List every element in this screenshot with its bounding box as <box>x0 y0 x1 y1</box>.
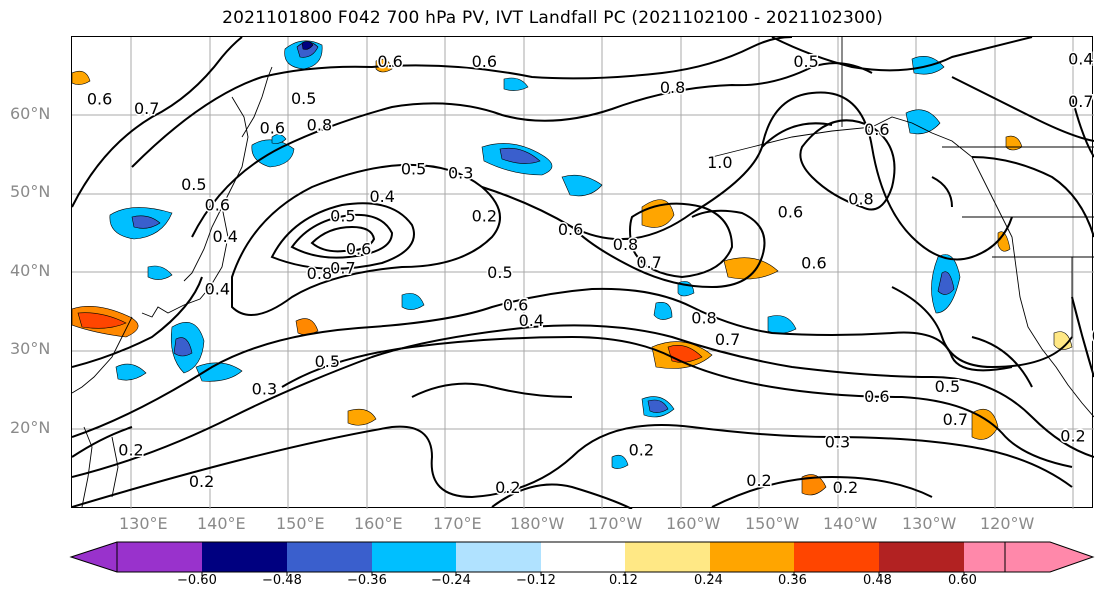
colorbar-swatch <box>794 542 879 572</box>
contour-label: 0.5 <box>315 352 340 371</box>
longitude-label-160w: 160°W <box>666 514 721 533</box>
colorbar-swatches <box>69 541 1095 573</box>
longitude-label-170e: 170°E <box>433 514 482 533</box>
ivt-pc-shading <box>72 40 1073 496</box>
longitude-label-170w: 170°W <box>588 514 643 533</box>
contour-label: 0.8 <box>307 264 332 283</box>
contour-label: 0.3 <box>448 163 473 182</box>
latitude-label-50n: 50°N <box>10 182 51 201</box>
contour-labels: 0.60.60.80.70.60.50.80.60.50.50.40.70.81… <box>85 48 1094 499</box>
contour-label: 0.2 <box>472 207 497 226</box>
contour-label: 0.2 <box>746 471 771 490</box>
contour-label: 0.3 <box>825 433 850 452</box>
colorbar-tick-marks <box>201 572 965 576</box>
contour-label: 0.6 <box>205 196 230 215</box>
contour-label: 0.6 <box>503 295 528 314</box>
contour-label: 0.8 <box>691 309 716 328</box>
map-canvas: 0.60.60.80.70.60.50.80.60.50.50.40.70.81… <box>72 37 1094 509</box>
longitude-label-130w: 130°W <box>902 514 957 533</box>
contour-label: 0.7 <box>943 410 968 429</box>
contour-label: 0.6 <box>801 254 826 273</box>
contour-label: 0.5 <box>401 159 426 178</box>
contour-label: 0.2 <box>833 478 858 497</box>
colorbar-tick-label: 0.12 <box>609 573 638 588</box>
colorbar-tick-label: 0.24 <box>694 573 723 588</box>
contour-label: 0.5 <box>935 377 960 396</box>
contour-label: 0.6 <box>864 120 889 139</box>
contour-label: 0.8 <box>307 116 332 135</box>
contour-label: 0.8 <box>848 189 873 208</box>
contour-label: 1.0 <box>707 153 732 172</box>
contour-label: 0.5 <box>487 263 512 282</box>
contour-label: 0.3 <box>252 379 277 398</box>
contour-label: 0.2 <box>189 472 214 491</box>
contour-label: 0.7 <box>636 253 661 272</box>
contour-label: 0.7 <box>715 330 740 349</box>
contour-label: 0.6 <box>1092 327 1094 346</box>
colorbar-tick-label: −0.48 <box>262 573 302 588</box>
longitude-label-120w: 120°W <box>980 514 1035 533</box>
latitude-label-20n: 20°N <box>10 418 51 437</box>
colorbar-tick-label: 0.60 <box>948 573 977 588</box>
colorbar-swatch <box>541 542 583 572</box>
contour-label: 0.6 <box>864 387 889 406</box>
latitude-label-30n: 30°N <box>10 339 51 358</box>
contour-label: 0.7 <box>330 258 355 277</box>
colorbar-swatch <box>879 542 964 572</box>
longitude-label-130e: 130°E <box>119 514 168 533</box>
contour-label: 0.4 <box>369 187 394 206</box>
colorbar-tick-label: −0.60 <box>177 573 217 588</box>
contour-label: 0.2 <box>629 441 654 460</box>
colorbar-swatch <box>583 542 625 572</box>
colorbar-tick-label: 0.48 <box>863 573 892 588</box>
longitude-label-180w: 180°W <box>510 514 565 533</box>
longitude-label-160e: 160°E <box>354 514 403 533</box>
colorbar <box>69 541 1095 576</box>
map-title: 2021101800 F042 700 hPa PV, IVT Landfall… <box>222 8 883 28</box>
contour-label: 0.6 <box>558 220 583 239</box>
longitude-label-140w: 140°W <box>823 514 878 533</box>
contour-label: 0.4 <box>212 227 237 246</box>
longitude-label-150e: 150°E <box>276 514 325 533</box>
colorbar-swatch <box>456 542 541 572</box>
contour-label: 0.2 <box>495 478 520 497</box>
contour-label: 0.8 <box>660 78 685 97</box>
contour-label: 0.4 <box>1068 50 1093 69</box>
contour-label: 0.4 <box>519 311 544 330</box>
colorbar-swatch <box>710 542 794 572</box>
contour-label: 0.6 <box>260 119 285 138</box>
contour-label: 0.4 <box>205 280 230 299</box>
contour-label: 0.6 <box>778 203 803 222</box>
contour-label: 0.6 <box>346 240 371 259</box>
contour-label: 0.6 <box>472 52 497 71</box>
colorbar-swatch <box>202 542 287 572</box>
colorbar-swatch <box>71 542 202 572</box>
latitude-label-40n: 40°N <box>10 261 51 280</box>
latitude-label-60n: 60°N <box>10 104 51 123</box>
contour-label: 0.2 <box>118 441 143 460</box>
contour-label: 0.6 <box>377 52 402 71</box>
contour-label: 0.8 <box>613 235 638 254</box>
contour-label: 0.7 <box>134 99 159 118</box>
contour-label: 0.6 <box>87 90 112 109</box>
colorbar-tick-label: −0.12 <box>516 573 556 588</box>
pv-contours <box>72 37 1094 509</box>
contour-label: 0.7 <box>1068 92 1093 111</box>
colorbar-tick-label: −0.24 <box>431 573 471 588</box>
colorbar-swatch <box>625 542 710 572</box>
colorbar-swatch <box>964 542 1093 572</box>
map-panel[interactable]: 0.60.60.80.70.60.50.80.60.50.50.40.70.81… <box>71 36 1094 509</box>
contour-label: 0.5 <box>181 175 206 194</box>
contour-label: 0.2 <box>1060 426 1085 445</box>
colorbar-tick-label: −0.36 <box>347 573 387 588</box>
longitude-label-150w: 150°W <box>745 514 800 533</box>
colorbar-swatch <box>287 542 372 572</box>
contour-label: 0.5 <box>291 89 316 108</box>
longitude-label-140e: 140°E <box>197 514 246 533</box>
colorbar-swatch <box>372 542 456 572</box>
colorbar-tick-label: 0.36 <box>778 573 807 588</box>
contour-label: 0.5 <box>793 52 818 71</box>
contour-label: 0.5 <box>330 207 355 226</box>
